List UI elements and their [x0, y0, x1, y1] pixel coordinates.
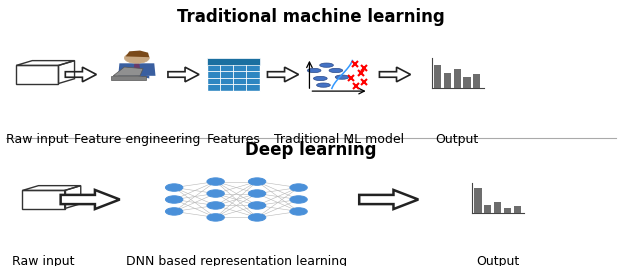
Polygon shape [113, 67, 143, 76]
Circle shape [248, 202, 266, 209]
Text: Raw input: Raw input [6, 133, 68, 146]
Circle shape [207, 214, 225, 221]
FancyBboxPatch shape [475, 188, 481, 213]
Circle shape [290, 196, 307, 203]
Circle shape [207, 202, 225, 209]
Circle shape [248, 214, 266, 221]
Circle shape [124, 53, 149, 63]
Circle shape [165, 184, 183, 191]
Circle shape [248, 190, 266, 197]
Polygon shape [131, 72, 149, 78]
Ellipse shape [329, 68, 343, 73]
Text: Feature engineering: Feature engineering [73, 133, 200, 146]
Polygon shape [126, 51, 149, 57]
FancyBboxPatch shape [207, 58, 260, 65]
Text: Raw input: Raw input [12, 255, 75, 266]
FancyBboxPatch shape [514, 206, 521, 213]
Text: Output: Output [476, 255, 519, 266]
Polygon shape [360, 190, 418, 209]
FancyBboxPatch shape [504, 208, 511, 213]
FancyBboxPatch shape [443, 73, 451, 88]
FancyBboxPatch shape [207, 58, 260, 91]
Ellipse shape [317, 83, 330, 87]
FancyBboxPatch shape [473, 74, 481, 88]
Text: DNN based representation learning: DNN based representation learning [126, 255, 347, 266]
Circle shape [290, 184, 307, 191]
FancyBboxPatch shape [434, 65, 441, 88]
Polygon shape [118, 63, 156, 76]
Text: Traditional ML model: Traditional ML model [274, 133, 404, 146]
FancyBboxPatch shape [453, 69, 461, 88]
Circle shape [207, 190, 225, 197]
Ellipse shape [320, 63, 333, 67]
Ellipse shape [313, 76, 327, 81]
Text: Deep learning: Deep learning [245, 141, 377, 159]
Ellipse shape [335, 75, 349, 79]
Circle shape [165, 208, 183, 215]
Circle shape [165, 196, 183, 203]
Polygon shape [111, 76, 146, 80]
Text: Output: Output [435, 133, 479, 146]
Polygon shape [133, 64, 141, 74]
FancyBboxPatch shape [463, 77, 471, 88]
Circle shape [207, 178, 225, 185]
Circle shape [290, 208, 307, 215]
Polygon shape [60, 190, 119, 209]
Circle shape [248, 178, 266, 185]
FancyBboxPatch shape [484, 205, 491, 213]
Text: Features: Features [207, 133, 260, 146]
Ellipse shape [307, 68, 321, 73]
FancyBboxPatch shape [494, 202, 501, 213]
Text: Traditional machine learning: Traditional machine learning [177, 8, 445, 26]
